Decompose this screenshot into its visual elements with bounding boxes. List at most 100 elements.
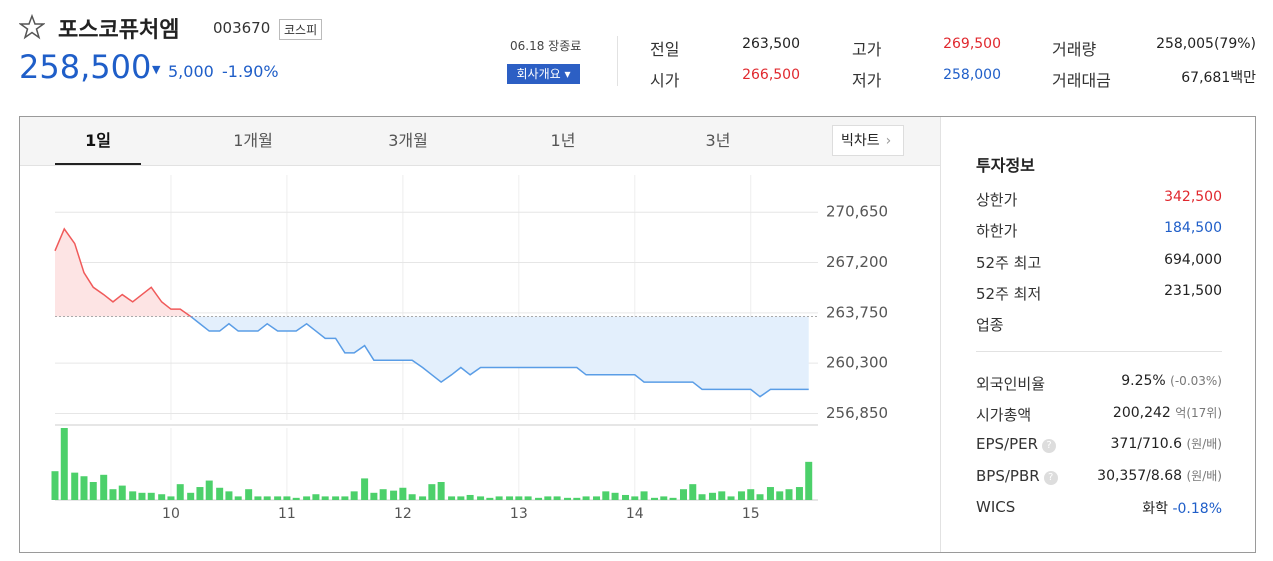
volume-bar	[321, 496, 329, 500]
help-icon[interactable]: ?	[1042, 439, 1057, 453]
info-number: 30,357/8.68	[1097, 468, 1183, 484]
tab-bar	[20, 117, 940, 166]
big-chart-label[interactable]: 빅차트	[841, 133, 880, 149]
volume-bar	[129, 491, 137, 500]
volume-bar	[698, 494, 706, 500]
company-button[interactable]: 회사개요 ▾	[507, 64, 580, 84]
current-price: 258,500	[19, 48, 152, 86]
summary-value: 266,500	[742, 67, 800, 83]
summary-label: 고가	[852, 40, 882, 59]
panel-divider	[940, 117, 941, 552]
info-value: 371/710.6 (원/배)	[1111, 435, 1222, 452]
info-label: EPS/PER?	[976, 435, 1057, 453]
divider	[617, 36, 618, 86]
area-up	[55, 228, 809, 317]
info-note: (원/배)	[1186, 469, 1223, 483]
x-tick-label: 15	[742, 506, 760, 522]
volume-bar	[727, 496, 735, 500]
company-button-label[interactable]: 회사개요	[516, 67, 561, 81]
info-label-text: BPS/PBR	[976, 467, 1040, 485]
volume-bar	[158, 494, 166, 500]
volume-bar	[593, 496, 601, 500]
volume-bar	[564, 497, 572, 500]
info-label: 외국인비율	[976, 375, 1046, 393]
volume-bar	[437, 482, 445, 500]
volume-bar	[660, 496, 668, 500]
summary-value: 258,005(79%)	[1156, 36, 1256, 52]
info-note: (-0.03%)	[1170, 374, 1222, 388]
volume-bar	[292, 497, 300, 500]
summary-label: 시가	[650, 71, 680, 90]
summary-label: 저가	[852, 71, 882, 90]
x-tick-label: 12	[394, 506, 412, 522]
x-tick-label: 11	[278, 506, 296, 522]
info-label-text: EPS/PER	[976, 435, 1039, 453]
summary-value: 67,681백만	[1181, 70, 1256, 86]
volume-bar	[679, 489, 687, 500]
volume-bar	[669, 497, 677, 500]
volume-bar	[332, 496, 340, 500]
tab[interactable]: 1개월	[233, 131, 273, 150]
volume-bar	[457, 496, 465, 500]
help-icon[interactable]: ?	[1043, 471, 1058, 485]
info-label: 하한가	[976, 222, 1018, 240]
info-number: 9.25%	[1121, 373, 1166, 389]
tab[interactable]: 1일	[85, 131, 111, 150]
summary-value: 258,000	[943, 67, 1001, 83]
volume-bar	[535, 497, 543, 500]
info-note: (원/배)	[1186, 437, 1223, 451]
volume-bar	[254, 496, 262, 500]
volume-bar	[747, 489, 755, 500]
favorite-star[interactable]	[19, 14, 45, 40]
volume-bar	[602, 491, 610, 500]
volume-bar	[234, 496, 242, 500]
volume-bar	[399, 487, 407, 500]
volume-bar	[766, 487, 774, 500]
volume-bar	[506, 496, 514, 500]
volume-bar	[611, 492, 619, 500]
tab[interactable]: 1년	[550, 131, 576, 150]
change-rate: -1.90%	[222, 62, 279, 81]
market-badge: 코스피	[279, 19, 323, 40]
volume-bar	[466, 494, 474, 500]
summary-value: 263,500	[742, 36, 800, 52]
y-tick-label: 256,850	[826, 404, 888, 422]
volume-bar	[138, 492, 146, 500]
volume-bar	[312, 494, 320, 500]
y-tick-label: 260,300	[826, 354, 888, 372]
volume-bar	[689, 484, 697, 500]
volume-bar	[408, 494, 416, 500]
y-tick-label: 267,200	[826, 253, 888, 271]
volume-bar	[379, 489, 387, 500]
volume-bar	[737, 491, 745, 500]
volume-bar	[100, 474, 108, 500]
info-value: 342,500	[1164, 189, 1222, 205]
market-status: 06.18 장종료	[510, 39, 582, 53]
volume-bar	[448, 496, 456, 500]
volume-bar	[205, 480, 213, 500]
tick-label-bg	[822, 253, 892, 272]
x-tick-label: 13	[510, 506, 528, 522]
price-line-down	[189, 316, 809, 398]
volume-bar	[187, 492, 195, 500]
info-value: 694,000	[1164, 252, 1222, 268]
info-label: 상한가	[976, 191, 1018, 209]
tab[interactable]: 3개월	[388, 131, 428, 150]
volume-bar	[515, 496, 523, 500]
volume-bar	[274, 496, 282, 500]
volume-bar	[622, 494, 630, 500]
chart-box	[19, 116, 1256, 553]
info-value: 9.25% (-0.03%)	[1121, 373, 1222, 389]
volume-bar	[71, 472, 79, 500]
stock-code: 003670	[213, 19, 271, 37]
info-value: 30,357/8.68 (원/배)	[1097, 467, 1222, 484]
volume-bar	[167, 496, 175, 500]
volume-bar	[60, 428, 68, 500]
volume-bar	[216, 487, 224, 500]
big-chart-button[interactable]: 빅차트 ›	[832, 125, 904, 156]
volume-bar	[795, 487, 803, 500]
tab[interactable]: 3년	[705, 131, 731, 150]
summary-label: 거래량	[1052, 40, 1097, 59]
volume-bar	[80, 476, 88, 500]
